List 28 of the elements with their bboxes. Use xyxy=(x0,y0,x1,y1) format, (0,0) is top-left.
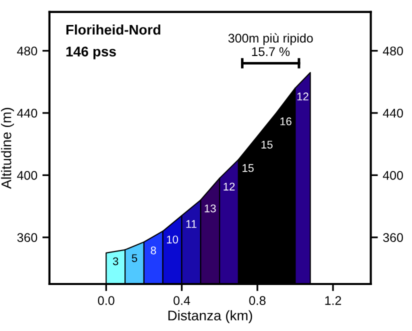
y-tick-label: 360 xyxy=(17,233,38,242)
y-tick-label: 400 xyxy=(17,170,38,180)
annotation: 8 xyxy=(150,246,156,254)
x-tick-label: 0.0 xyxy=(98,296,114,305)
annotation: 13 xyxy=(204,204,216,212)
annotation: 300m più ripido 15.7 % xyxy=(228,33,313,56)
text: Floriheid-Nord xyxy=(66,24,160,35)
y-axis-title: Altitudine (m) xyxy=(1,108,14,189)
annotation: 16 xyxy=(280,117,292,126)
annotation: 10 xyxy=(166,236,178,244)
annotation: 15 xyxy=(262,140,273,149)
y2-tick-label: 360 xyxy=(383,233,403,242)
x-tick-label: 1.2 xyxy=(325,296,342,305)
annotation: 12 xyxy=(297,92,308,100)
y-tick-label: 480 xyxy=(17,46,38,56)
annotation: 5 xyxy=(132,254,138,262)
text: 146 pss xyxy=(66,46,116,60)
annotation: 3 xyxy=(112,257,118,266)
y2-tick-label: 440 xyxy=(382,108,403,118)
x-axis-title: Distanza (km) xyxy=(168,310,252,324)
x-tick-label: 0.8 xyxy=(249,296,266,305)
x-tick-label: 0.4 xyxy=(174,296,190,305)
y-tick-label: 440 xyxy=(17,108,38,118)
annotation: 12 xyxy=(224,182,235,190)
annotation: 15 xyxy=(242,164,254,172)
y2-tick-label: 480 xyxy=(382,46,403,56)
annotation: 11 xyxy=(186,220,196,228)
y2-tick-label: 400 xyxy=(382,170,403,180)
